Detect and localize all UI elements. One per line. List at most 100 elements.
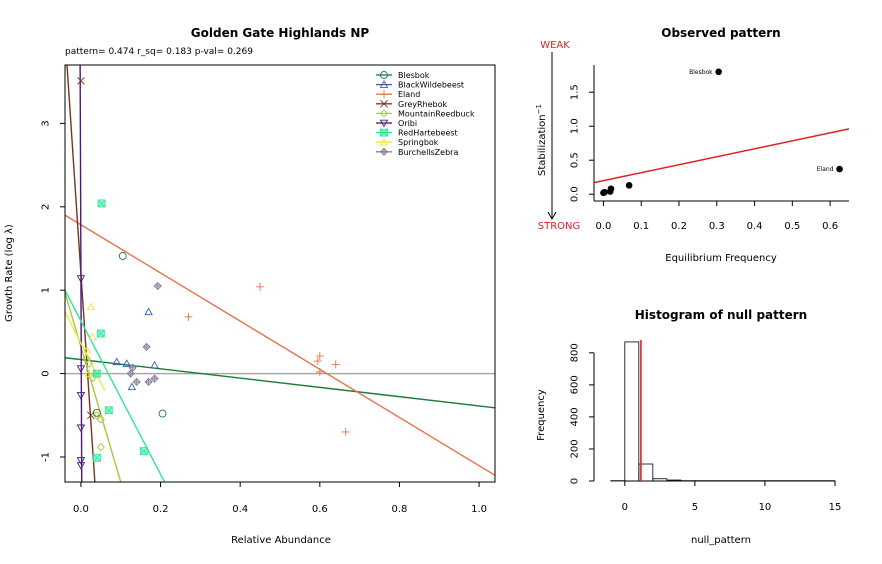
panel1-ytick-label: 3: [41, 120, 52, 126]
point-Eland: [315, 367, 324, 376]
point-Blesbok: [118, 252, 127, 260]
point-MountainReedbuck: [96, 415, 105, 424]
panel1-plot-area: [65, 65, 495, 482]
panel3-ytick-label: 0: [570, 478, 581, 484]
point-RedHartebeest: [139, 447, 148, 456]
legend-marker-BlackWildebeest: [379, 80, 389, 88]
point-Oribi: [76, 462, 86, 470]
panel3-ytick-label: 400: [570, 407, 581, 426]
panel2-point: [715, 68, 722, 76]
legend-marker-GreyRhebok: [380, 99, 388, 108]
panel2-xlabel: Equilibrium Frequency: [665, 253, 777, 264]
panel-null-histogram: Histogram of null pattern null_pattern F…: [536, 308, 841, 546]
fit-line-MountainReedbuck: [65, 292, 122, 482]
panel2-fit-line: [593, 128, 850, 184]
panel1-legend: BlesbokBlackWildebeestElandGreyRhebokMou…: [376, 71, 475, 157]
panel1-subtitle: pattern= 0.474 r_sq= 0.183 p-val= 0.269: [65, 47, 253, 57]
panel1-xtick-label: 0.2: [153, 504, 169, 515]
panel3-plot-area: 0 5 10 15 0 200 400 600 800: [570, 340, 841, 513]
panel2-xtick-label: 0.2: [671, 221, 687, 232]
legend-marker-Blesbok: [380, 71, 388, 79]
panel3-ytick-label: 200: [570, 439, 581, 458]
panel2-ytick-label: 1.5: [570, 84, 581, 100]
point-Oribi: [76, 275, 86, 283]
panel2-xtick-label: 0.1: [633, 221, 649, 232]
panel2-ytick-label: 0.0: [570, 186, 581, 202]
histogram-bar: [638, 463, 654, 482]
panel1-xtick-label: 0.4: [232, 504, 248, 515]
histogram-bar: [652, 478, 668, 482]
legend-marker-Springbok: [379, 137, 389, 146]
point-BlackWildebeest: [144, 307, 153, 316]
legend-marker-MountainReedbuck: [379, 109, 389, 118]
panel1-title: Golden Gate Highlands NP: [191, 26, 370, 40]
panel3-title: Histogram of null pattern: [635, 308, 807, 322]
weak-strong-arrow-head: [547, 211, 557, 221]
legend-label-Oribi: Oribi: [398, 119, 417, 128]
fit-line-Eland: [65, 214, 495, 476]
point-GreyRhebok: [77, 77, 85, 85]
point-Eland: [184, 312, 193, 321]
legend-label-Blesbok: Blesbok: [398, 71, 430, 80]
point-Oribi: [76, 392, 86, 400]
point-Eland: [256, 282, 265, 291]
panel1-ytick-label: 0: [41, 370, 52, 376]
panel1-frame: [64, 64, 496, 483]
point-BurchellsZebra: [153, 281, 162, 291]
point-RedHartebeest: [92, 369, 101, 378]
strong-label: STRONG: [538, 221, 581, 232]
point-Blesbok: [158, 409, 167, 418]
panel2-xtick-label: 0.0: [595, 221, 611, 232]
point-BurchellsZebra: [150, 374, 159, 383]
point-RedHartebeest: [92, 453, 101, 462]
legend-label-MountainReedbuck: MountainReedbuck: [398, 109, 475, 118]
legend-marker-Oribi: [379, 119, 389, 128]
point-BlackWildebeest: [112, 357, 122, 366]
point-MountainReedbuck: [84, 359, 94, 368]
panel1-axes: 0.0 0.2 0.4 0.6 0.8 1.0 -1 0 1 2 3: [41, 64, 496, 515]
point-BurchellsZebra: [128, 363, 137, 372]
panel2-xtick-label: 0.3: [709, 221, 725, 232]
point-GreyRhebok: [87, 411, 95, 420]
fit-line-Oribi: [79, 65, 83, 482]
legend-marker-RedHartebeest: [380, 128, 388, 137]
legend-label-BurchellsZebra: BurchellsZebra: [398, 148, 458, 157]
legend-marker-BurchellsZebra: [379, 147, 389, 156]
panel3-xlabel: null_pattern: [691, 535, 751, 546]
point-Eland: [341, 427, 350, 436]
panel1-ytick-label: 1: [41, 287, 52, 293]
panel2-plot-area: 0.0 0.1 0.2 0.3 0.4 0.5 0.6 0.0 0.5 1.0 1.5 Blesbok…: [570, 65, 850, 232]
point-Eland: [313, 357, 322, 366]
point-BlackWildebeest: [127, 382, 137, 391]
point-Springbok: [88, 332, 98, 341]
panel3-xtick-label: 5: [692, 502, 698, 513]
point-BlackWildebeest: [122, 359, 131, 367]
legend-label-RedHartebeest: RedHartebeest: [398, 129, 458, 138]
weak-label: WEAK: [540, 40, 570, 51]
panel2-point: [625, 182, 633, 189]
panel3-ytick-label: 600: [570, 375, 581, 394]
point-MountainReedbuck: [82, 354, 92, 363]
panel1-ytick-label: -1: [41, 452, 52, 462]
panel2-point-label: Blesbok: [689, 69, 713, 76]
point-Eland: [331, 360, 340, 369]
panel2-ytick-label: 0.5: [570, 152, 581, 168]
point-RedHartebeest: [104, 406, 113, 415]
point-Eland: [315, 352, 324, 361]
panel1-xtick-label: 0.6: [312, 504, 328, 515]
panel2-ylabel: Stabilization−1: [535, 104, 548, 176]
histogram-bar: [624, 341, 640, 482]
panel2-point: [606, 188, 614, 195]
point-Oribi: [76, 365, 86, 374]
panel2-title: Observed pattern: [661, 26, 780, 40]
point-BurchellsZebra: [126, 369, 135, 378]
point-RedHartebeest: [97, 199, 106, 208]
panel-growth-vs-abundance: Golden Gate Highlands NP pattern= 0.474 …: [4, 26, 496, 546]
legend-marker-Eland: [380, 90, 388, 99]
point-Springbok: [86, 302, 96, 311]
legend-label-Eland: Eland: [398, 90, 420, 99]
panel2-point: [600, 189, 607, 197]
panel2-ytick-label: 1.0: [570, 118, 581, 134]
panel1-ylabel: Growth Rate (log λ): [4, 224, 15, 322]
